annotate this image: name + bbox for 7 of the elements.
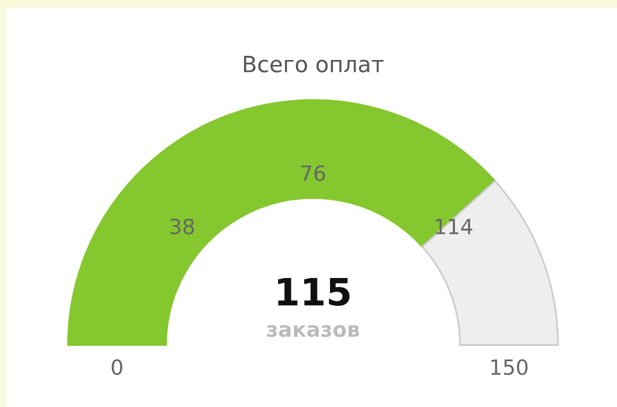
text: 38	[170, 218, 194, 234]
text: заказов	[267, 325, 360, 338]
text: 150	[491, 359, 528, 376]
text: 0	[112, 359, 122, 376]
text: 76	[301, 165, 325, 182]
data-label: 115	[278, 278, 350, 306]
chart-title: Всего оплат	[244, 56, 384, 72]
